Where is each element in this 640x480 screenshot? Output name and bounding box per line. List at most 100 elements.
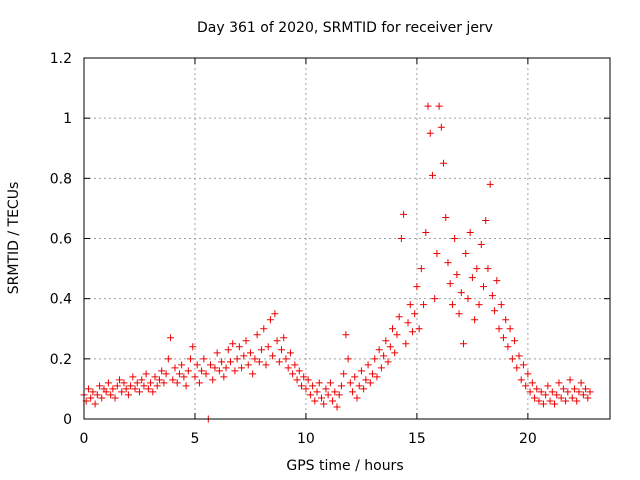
data-point xyxy=(433,250,441,258)
y-tick-label: 1.2 xyxy=(50,51,72,67)
data-point xyxy=(369,370,377,378)
data-point xyxy=(473,265,481,273)
data-point xyxy=(539,400,547,408)
data-point xyxy=(513,364,521,372)
data-point xyxy=(313,388,321,396)
data-point xyxy=(207,361,215,369)
data-point xyxy=(255,358,263,366)
data-point xyxy=(306,391,314,399)
data-point xyxy=(113,382,121,390)
data-point xyxy=(129,373,137,381)
data-point xyxy=(471,316,479,324)
x-tick-label: 0 xyxy=(80,431,89,447)
data-point xyxy=(96,382,104,390)
data-point xyxy=(508,355,516,363)
data-point xyxy=(582,385,590,393)
data-point xyxy=(220,373,228,381)
data-point xyxy=(302,385,310,393)
data-point xyxy=(222,364,230,372)
data-point xyxy=(568,394,576,402)
data-point xyxy=(218,358,226,366)
data-point xyxy=(546,397,554,405)
data-point xyxy=(435,102,443,110)
data-point xyxy=(284,364,292,372)
data-point xyxy=(417,265,425,273)
data-point xyxy=(420,301,428,309)
data-point xyxy=(311,397,319,405)
data-point xyxy=(289,370,297,378)
data-point xyxy=(198,367,206,375)
x-tick-labels: 0 5 10 15 20 xyxy=(80,431,537,447)
data-point xyxy=(400,210,408,218)
y-tick-label: 0.6 xyxy=(50,232,72,248)
data-point xyxy=(178,361,186,369)
data-point xyxy=(260,325,268,333)
x-tick-label: 10 xyxy=(297,431,315,447)
grid-lines xyxy=(84,58,610,419)
data-point xyxy=(253,331,261,339)
data-point xyxy=(455,310,463,318)
data-point xyxy=(191,373,199,381)
data-point xyxy=(344,355,352,363)
data-point xyxy=(555,379,563,387)
data-point xyxy=(346,379,354,387)
data-point xyxy=(493,277,501,285)
data-point xyxy=(515,352,523,360)
data-point xyxy=(573,397,581,405)
data-point xyxy=(562,397,570,405)
data-point xyxy=(118,388,126,396)
data-point xyxy=(484,265,492,273)
data-point xyxy=(91,400,99,408)
data-point xyxy=(477,241,485,249)
data-point xyxy=(551,400,559,408)
data-point xyxy=(93,391,101,399)
data-point xyxy=(504,343,512,351)
data-point xyxy=(349,388,357,396)
data-point xyxy=(202,370,210,378)
data-point xyxy=(553,391,561,399)
data-point xyxy=(335,391,343,399)
data-point xyxy=(329,397,337,405)
data-point xyxy=(278,346,286,354)
data-point xyxy=(144,385,152,393)
data-point xyxy=(102,388,110,396)
data-point xyxy=(89,388,97,396)
data-point xyxy=(357,367,365,375)
data-point xyxy=(331,388,339,396)
data-point xyxy=(160,379,168,387)
data-point xyxy=(269,352,277,360)
data-point xyxy=(364,361,372,369)
data-point xyxy=(391,349,399,357)
data-point xyxy=(238,364,246,372)
data-point xyxy=(309,382,317,390)
data-point xyxy=(408,328,416,336)
data-point xyxy=(531,394,539,402)
data-point xyxy=(404,319,412,327)
data-point xyxy=(586,388,594,396)
data-point xyxy=(542,391,550,399)
data-point xyxy=(87,394,95,402)
data-point xyxy=(142,370,150,378)
y-tick-labels: 0 0.2 0.4 0.6 0.8 1 1.2 xyxy=(50,51,72,428)
data-point xyxy=(413,283,421,291)
data-point xyxy=(286,349,294,357)
data-point xyxy=(488,292,496,300)
data-point xyxy=(271,310,279,318)
data-point xyxy=(351,373,359,381)
data-point xyxy=(182,382,190,390)
data-point xyxy=(460,340,468,348)
data-point xyxy=(213,349,221,357)
y-tick-label: 0.4 xyxy=(50,292,72,308)
data-point xyxy=(111,394,119,402)
data-point xyxy=(149,388,157,396)
data-point xyxy=(453,271,461,279)
plot-frame xyxy=(83,57,611,420)
data-point xyxy=(451,235,459,242)
x-tick-label: 15 xyxy=(408,431,426,447)
data-point xyxy=(355,382,363,390)
data-point xyxy=(169,376,177,384)
data-point xyxy=(384,358,392,366)
data-point xyxy=(317,394,325,402)
y-tick-label: 1 xyxy=(63,111,72,127)
data-point xyxy=(229,340,237,348)
